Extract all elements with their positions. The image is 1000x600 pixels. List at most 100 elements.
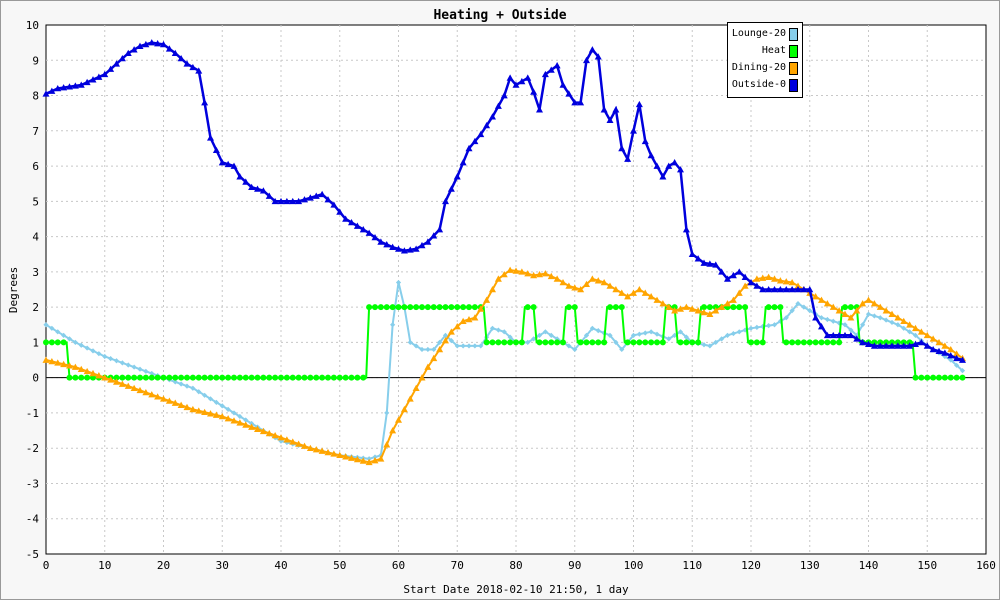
data-point xyxy=(330,450,338,457)
data-point xyxy=(118,55,126,62)
data-point xyxy=(959,374,966,381)
data-point xyxy=(324,196,332,203)
data-point xyxy=(437,339,443,345)
data-point xyxy=(542,339,549,346)
data-point xyxy=(371,233,379,241)
x-tick-label: 160 xyxy=(976,559,996,572)
data-point xyxy=(424,238,432,245)
data-point xyxy=(818,323,825,330)
data-point xyxy=(682,303,690,310)
data-point xyxy=(465,144,473,152)
data-point xyxy=(436,226,444,233)
data-point xyxy=(442,337,449,344)
data-point xyxy=(883,317,889,323)
data-point xyxy=(395,304,402,311)
data-point xyxy=(183,403,191,411)
data-point xyxy=(572,346,578,353)
y-tick-label: -5 xyxy=(26,548,39,561)
data-point xyxy=(207,374,214,381)
data-point xyxy=(677,166,684,173)
data-point xyxy=(447,328,455,335)
data-point xyxy=(195,374,202,381)
data-point xyxy=(430,232,438,239)
data-point xyxy=(918,374,925,381)
data-point xyxy=(489,286,496,293)
data-point xyxy=(142,388,150,396)
data-point xyxy=(618,144,626,152)
data-point xyxy=(271,432,279,439)
data-point xyxy=(754,324,760,331)
data-point xyxy=(836,339,843,346)
data-point xyxy=(171,399,179,406)
y-tick-label: -1 xyxy=(26,407,39,420)
data-point xyxy=(848,327,854,333)
data-point xyxy=(90,348,96,354)
data-point xyxy=(671,307,679,314)
data-point xyxy=(889,339,895,346)
data-point xyxy=(677,339,684,346)
data-point xyxy=(460,304,467,311)
data-point xyxy=(471,314,479,321)
data-point xyxy=(735,289,743,296)
data-point xyxy=(930,374,937,381)
data-point xyxy=(400,247,408,254)
data-point xyxy=(548,332,554,338)
data-point xyxy=(636,331,642,337)
data-point xyxy=(89,369,97,377)
series-outside-0 xyxy=(42,39,966,363)
data-point xyxy=(894,339,901,346)
data-point xyxy=(506,74,514,81)
data-point xyxy=(730,304,737,311)
data-point xyxy=(907,329,913,335)
data-point xyxy=(371,457,379,464)
data-point xyxy=(741,282,749,289)
data-point xyxy=(624,293,632,300)
series-heat xyxy=(43,304,966,381)
data-point xyxy=(917,328,925,335)
data-point xyxy=(771,275,778,282)
data-point xyxy=(471,304,478,311)
data-point xyxy=(342,374,349,381)
data-point xyxy=(283,197,291,205)
data-point xyxy=(612,304,619,311)
data-point xyxy=(136,386,144,394)
data-point xyxy=(212,411,220,418)
data-point xyxy=(718,268,726,275)
data-point xyxy=(265,429,273,437)
y-tick-label: 7 xyxy=(32,125,39,138)
data-point xyxy=(929,345,937,353)
data-point xyxy=(613,339,619,345)
data-point xyxy=(277,434,285,441)
data-point xyxy=(841,310,849,317)
data-point xyxy=(330,201,338,208)
data-point xyxy=(83,78,91,86)
data-point xyxy=(42,356,50,363)
data-point xyxy=(219,374,226,381)
data-point xyxy=(207,134,214,141)
data-point xyxy=(689,339,696,346)
data-point xyxy=(541,270,549,277)
data-point xyxy=(659,300,667,307)
data-point xyxy=(630,127,637,134)
data-point xyxy=(536,106,543,113)
data-point xyxy=(348,218,355,226)
data-point xyxy=(853,335,861,342)
data-point xyxy=(642,330,648,336)
data-point xyxy=(766,323,772,329)
data-point xyxy=(865,296,872,303)
data-point xyxy=(177,55,185,62)
data-point xyxy=(953,374,960,381)
data-point xyxy=(765,286,773,293)
data-point xyxy=(601,339,608,346)
data-point xyxy=(178,374,185,381)
data-point xyxy=(137,366,143,372)
data-point xyxy=(683,334,689,340)
data-point xyxy=(788,286,796,293)
data-point xyxy=(342,453,350,460)
data-point xyxy=(254,185,261,192)
data-point xyxy=(154,393,162,400)
data-point xyxy=(512,81,520,88)
data-point xyxy=(606,282,614,289)
data-point xyxy=(166,374,173,381)
data-point xyxy=(917,338,925,346)
